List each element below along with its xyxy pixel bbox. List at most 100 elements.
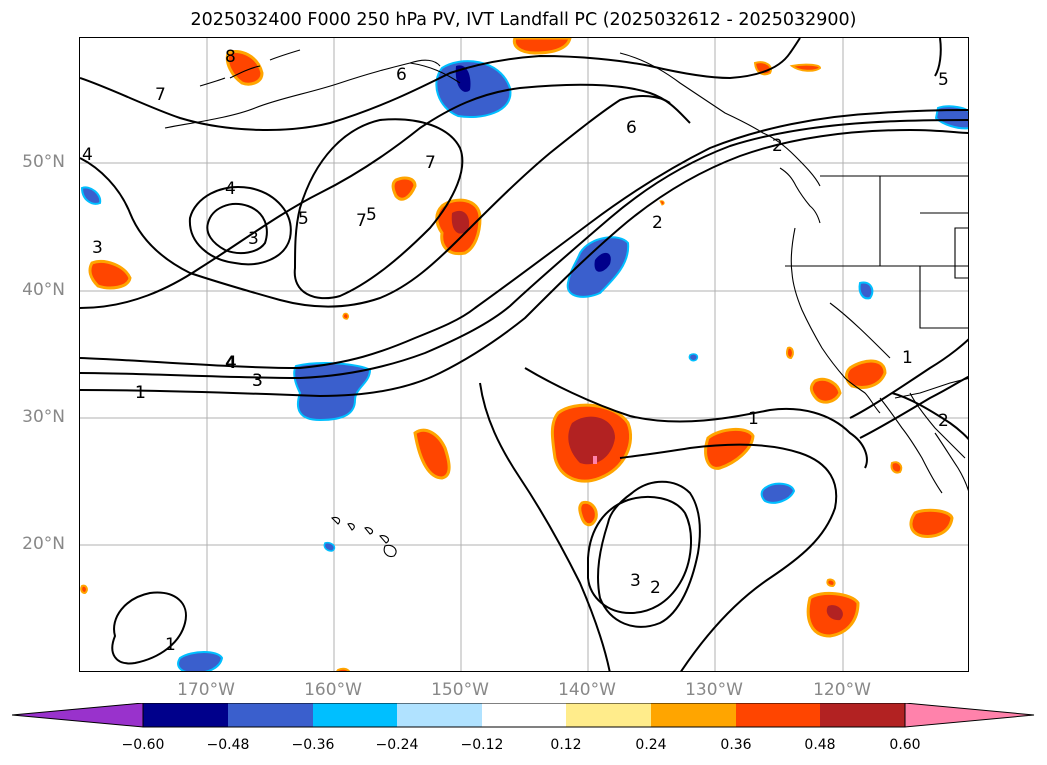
colorbar-tick: 0.36	[720, 737, 752, 753]
colorbar-extend-high	[904, 703, 1035, 728]
contour-line	[80, 128, 968, 398]
contour-line	[206, 203, 268, 255]
colorbar-segment	[820, 703, 905, 727]
colorbar-segment	[651, 703, 736, 727]
pv-pos-blob	[909, 508, 954, 538]
contour-label: 3	[630, 571, 641, 591]
colorbar-tick: 0.24	[635, 737, 667, 753]
contour-label: 3	[248, 229, 259, 249]
contour-label: 4	[225, 179, 236, 199]
aleutian-islands	[199, 49, 301, 87]
contour-label: 6	[396, 65, 407, 85]
colorbar-segment	[397, 703, 482, 727]
colorbar-segment	[143, 703, 228, 727]
contour-label: 1	[165, 635, 176, 655]
contour-line	[849, 338, 968, 419]
hawaii-islands	[330, 516, 397, 557]
colorbar-border	[142, 703, 906, 728]
contour-line	[80, 109, 968, 370]
pv-pos-max	[593, 456, 597, 464]
lat-label: 30°N	[22, 407, 65, 427]
colorbar-tick: 0.12	[550, 737, 582, 753]
contour-label: 1	[135, 383, 146, 403]
pv-neg-blob	[858, 281, 874, 300]
contour-label: 4	[225, 353, 236, 373]
colorbar-segment	[313, 703, 397, 727]
contour-line	[80, 119, 968, 380]
pv-shading	[80, 38, 968, 671]
contour-label: 7	[425, 153, 436, 173]
pv-pos-blob	[413, 428, 451, 480]
us-mexico-border	[894, 377, 968, 399]
contour-label: 6	[626, 118, 637, 138]
pv-pos-blob	[704, 428, 755, 470]
pv-pos-blob	[786, 346, 794, 360]
pv-neg-blob	[934, 105, 968, 130]
colorbar-tick: −0.24	[375, 737, 419, 753]
lon-label: 170°W	[177, 680, 235, 700]
contour-line	[80, 95, 671, 308]
lon-label: 120°W	[813, 680, 871, 700]
coastlines	[164, 49, 968, 557]
pv-pos-blob	[80, 584, 88, 595]
lon-label: 130°W	[685, 680, 743, 700]
contour-label: 4	[82, 145, 93, 165]
pv-neg-blob	[435, 60, 512, 119]
mexico-coast	[934, 432, 968, 492]
contour-label: 2	[772, 136, 783, 156]
contour-label: 1	[902, 348, 913, 368]
lat-label: 40°N	[22, 280, 65, 300]
pv-neg-core	[594, 252, 611, 272]
us-states	[785, 176, 968, 359]
contour-label: 5	[298, 209, 309, 229]
contour-label: 7	[155, 85, 166, 105]
contour-line	[293, 118, 464, 300]
contour-line	[859, 375, 968, 441]
contour-line	[80, 83, 691, 309]
pv-pos-blob	[225, 50, 264, 86]
figure-title: 2025032400 F000 250 hPa PV, IVT Landfall…	[190, 10, 857, 30]
pv-pos-blob	[336, 667, 351, 671]
lat-label: 20°N	[22, 534, 65, 554]
contour-line	[80, 38, 801, 131]
pv-pos-blob	[578, 500, 598, 527]
contour-label: 8	[225, 47, 236, 67]
colorbar-extend-low	[12, 703, 144, 728]
colorbar-segment	[736, 703, 820, 727]
pv-neg-blob	[80, 186, 102, 205]
contour-label: 2	[652, 213, 663, 233]
contour-line	[619, 443, 838, 671]
colorbar-segment	[482, 703, 566, 727]
pv-pos-blob	[890, 461, 903, 474]
colorbar-tick: −0.36	[291, 737, 335, 753]
colorbar-segment	[566, 703, 651, 727]
contour-label: 7	[356, 211, 367, 231]
contour-label: 1	[135, 383, 146, 403]
pv-neg-core	[455, 65, 471, 92]
colorbar	[12, 703, 1035, 728]
contour-label: 5	[366, 205, 377, 225]
lon-label: 150°W	[431, 680, 489, 700]
pv-pos-core	[568, 416, 615, 465]
contour-line	[934, 38, 942, 77]
pv-pos-blob	[826, 578, 836, 588]
pv-neg-blob	[177, 651, 224, 671]
pv-pos-blob	[391, 176, 417, 201]
lat-label: 50°N	[22, 152, 65, 172]
map-panel: 1 2 3 4 5 6 7 8 4 3 7 4 3 5 7 6 2 5 4 3 …	[79, 37, 969, 672]
pv-pos-core	[451, 210, 470, 234]
pv-neg-blob	[688, 353, 699, 362]
contour-label: 3	[252, 371, 263, 391]
contour-labels: 1 2 3 4 5 6 7 8 4 3 7 4 3 5 7 6 2 5 4 3 …	[82, 47, 949, 655]
pv-pos-blob	[342, 312, 349, 320]
contour-label: 4	[226, 353, 237, 373]
contour-label: 3	[252, 371, 263, 391]
contour-label: 2	[650, 578, 661, 598]
us-west-coast	[790, 227, 881, 414]
contour-line	[111, 591, 187, 665]
lon-label: 160°W	[304, 680, 362, 700]
colorbar-tick: −0.60	[121, 737, 165, 753]
pv-pos-core	[826, 605, 843, 621]
lon-label: 140°W	[558, 680, 616, 700]
alaska-coast	[164, 52, 821, 187]
